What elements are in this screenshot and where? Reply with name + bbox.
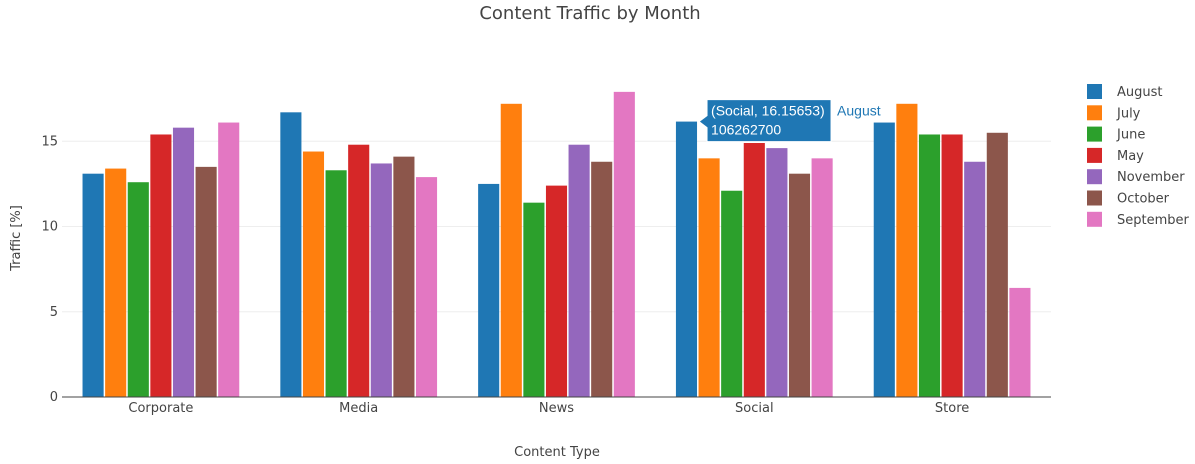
bar-november-store[interactable] — [964, 161, 986, 397]
bar-july-social[interactable] — [698, 158, 720, 397]
legend-item-may[interactable]: May — [1087, 147, 1144, 164]
bar-june-corporate[interactable] — [127, 182, 149, 397]
x-tick-label: News — [539, 401, 574, 416]
legend-label: August — [1117, 85, 1163, 100]
legend[interactable]: August July June May November October Septembe… — [1087, 84, 1190, 228]
legend-label: May — [1117, 149, 1144, 164]
bar-august-media[interactable] — [280, 112, 302, 398]
bar-august-news[interactable] — [478, 183, 500, 397]
bar-august-store[interactable] — [873, 122, 895, 397]
bar-september-news[interactable] — [613, 91, 635, 397]
bar-november-media[interactable] — [370, 163, 392, 397]
legend-label: July — [1116, 106, 1141, 121]
bar-july-store[interactable] — [896, 103, 918, 398]
y-axis-ticks: 0 5 10 15 — [41, 134, 58, 405]
y-tick-label: 10 — [41, 220, 58, 235]
bar-may-corporate[interactable] — [150, 134, 172, 397]
legend-item-august[interactable]: August — [1087, 84, 1163, 100]
bar-november-corporate[interactable] — [172, 127, 195, 398]
legend-item-july[interactable]: July — [1087, 105, 1141, 121]
legend-label: October — [1117, 192, 1170, 207]
x-tick-label: Media — [339, 401, 378, 416]
bar-june-media[interactable] — [325, 170, 347, 397]
bar-may-news[interactable] — [545, 185, 568, 397]
bar-september-store[interactable] — [1009, 287, 1031, 397]
bar-june-news[interactable] — [523, 202, 545, 397]
bar-august-social[interactable] — [675, 121, 698, 398]
legend-label: September — [1117, 213, 1190, 228]
y-tick-label: 5 — [50, 305, 58, 320]
legend-item-october[interactable]: October — [1087, 190, 1170, 207]
bar-june-social[interactable] — [721, 190, 743, 397]
bar-october-news[interactable] — [591, 161, 613, 397]
tooltip-secondary: 106262700 — [711, 122, 781, 138]
tooltip-box — [698, 99, 832, 143]
legend-swatch — [1087, 126, 1102, 142]
x-tick-label: Store — [935, 401, 969, 416]
legend-item-november[interactable]: November — [1087, 169, 1185, 185]
legend-swatch — [1087, 211, 1102, 227]
bar-july-corporate[interactable] — [105, 168, 127, 397]
bar-may-store[interactable] — [941, 134, 963, 397]
legend-swatch — [1087, 147, 1102, 163]
legend-swatch — [1087, 84, 1102, 99]
hover-tooltip: (Social, 16.15653) 106262700 August — [698, 99, 881, 143]
tooltip-value: (Social, 16.15653) — [711, 103, 825, 119]
legend-label: June — [1116, 128, 1145, 143]
bar-july-news[interactable] — [500, 103, 522, 398]
x-axis-label: Content Type — [514, 445, 600, 460]
bar-september-media[interactable] — [415, 177, 438, 397]
bars — [82, 91, 1031, 398]
bar-october-social[interactable] — [788, 173, 811, 397]
y-axis-label: Traffic [%] — [9, 205, 24, 272]
bar-november-news[interactable] — [568, 144, 590, 397]
legend-item-june[interactable]: June — [1087, 126, 1145, 143]
y-tick-label: 0 — [50, 390, 58, 405]
legend-label: November — [1117, 170, 1185, 185]
y-tick-label: 15 — [41, 134, 58, 149]
bar-october-corporate[interactable] — [195, 166, 217, 397]
legend-swatch — [1087, 169, 1102, 185]
legend-item-september[interactable]: September — [1087, 211, 1190, 228]
bar-august-corporate[interactable] — [82, 173, 104, 397]
bar-june-store[interactable] — [918, 134, 941, 397]
bar-november-social[interactable] — [766, 148, 788, 397]
chart-title: Content Traffic by Month — [479, 3, 700, 24]
bar-september-social[interactable] — [811, 158, 833, 397]
bar-october-store[interactable] — [986, 132, 1008, 397]
tooltip-series-name: August — [837, 103, 881, 119]
x-tick-label: Corporate — [128, 401, 193, 416]
bar-may-media[interactable] — [348, 144, 370, 397]
bar-october-media[interactable] — [393, 156, 415, 397]
bar-july-media[interactable] — [302, 151, 325, 397]
legend-swatch — [1087, 105, 1102, 121]
bar-september-corporate[interactable] — [218, 122, 240, 397]
bar-may-social[interactable] — [743, 143, 765, 397]
legend-swatch — [1087, 190, 1102, 206]
x-tick-label: Social — [735, 401, 774, 416]
x-axis-ticks: Corporate Media News Social Store — [128, 401, 969, 416]
